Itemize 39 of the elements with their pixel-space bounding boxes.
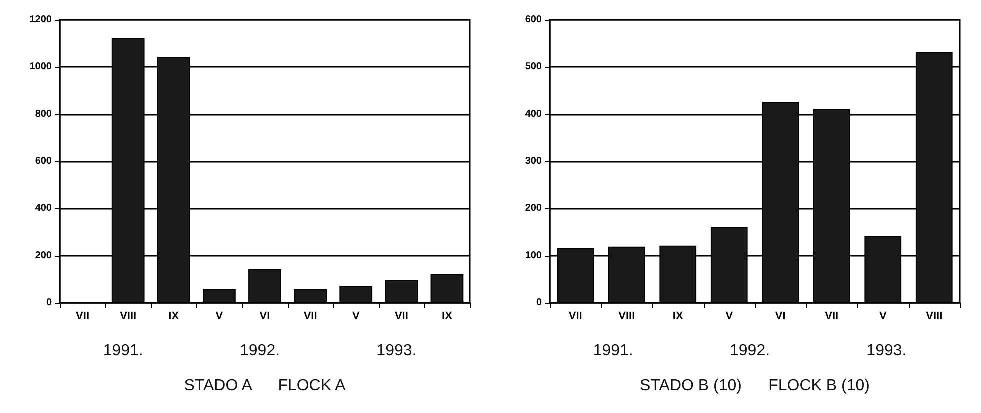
- x-tick-label: VII: [304, 310, 318, 322]
- y-tick-label: 800: [35, 108, 52, 120]
- y-tick-label: 200: [525, 203, 542, 214]
- text: 1991.: [593, 342, 634, 360]
- y-tick-label: 600: [35, 156, 52, 167]
- x-tick-label: VIII: [926, 310, 943, 322]
- x-tick-label: VII: [394, 310, 408, 322]
- y-tick-label: 500: [525, 62, 542, 73]
- x-tick-label: VII: [825, 310, 839, 322]
- y-tick-label: 400: [525, 108, 542, 120]
- x-tick-label: VI: [260, 310, 270, 322]
- text: 1993.: [866, 342, 907, 360]
- x-axis-title: STADO A FLOCK A: [184, 378, 346, 394]
- x-axis-title: STADO B (10) FLOCK B (10): [640, 378, 870, 394]
- x-tick-label: VI: [775, 310, 786, 322]
- x-tick-label: V: [216, 310, 224, 322]
- x-tick-label: VIII: [618, 310, 636, 322]
- x-tick-label: V: [352, 310, 360, 322]
- y-tick-label: 100: [525, 250, 542, 262]
- y-tick-label: 400: [35, 203, 52, 214]
- x-tick-label: V: [726, 310, 734, 322]
- text: 1993.: [376, 342, 417, 360]
- x-tick-label: IX: [672, 310, 684, 322]
- text: 1992.: [240, 342, 280, 360]
- x-tick-label: IX: [168, 310, 180, 322]
- text: 1992.: [730, 342, 770, 360]
- y-tick-label: 0: [46, 298, 52, 308]
- x-tick-label: VII: [76, 310, 90, 322]
- x-tick-label: V: [879, 310, 888, 322]
- y-tick-label: 0: [536, 298, 542, 308]
- y-tick-label: 1200: [30, 14, 52, 26]
- y-tick-label: 600: [525, 14, 542, 26]
- x-tick-label: IX: [442, 310, 454, 322]
- text: 1991.: [103, 342, 144, 360]
- x-tick-label: VIII: [120, 310, 137, 322]
- y-tick-label: 1000: [30, 62, 52, 73]
- x-tick-label: VII: [568, 310, 582, 322]
- y-tick-label: 200: [35, 250, 52, 262]
- y-tick-label: 300: [525, 156, 542, 167]
